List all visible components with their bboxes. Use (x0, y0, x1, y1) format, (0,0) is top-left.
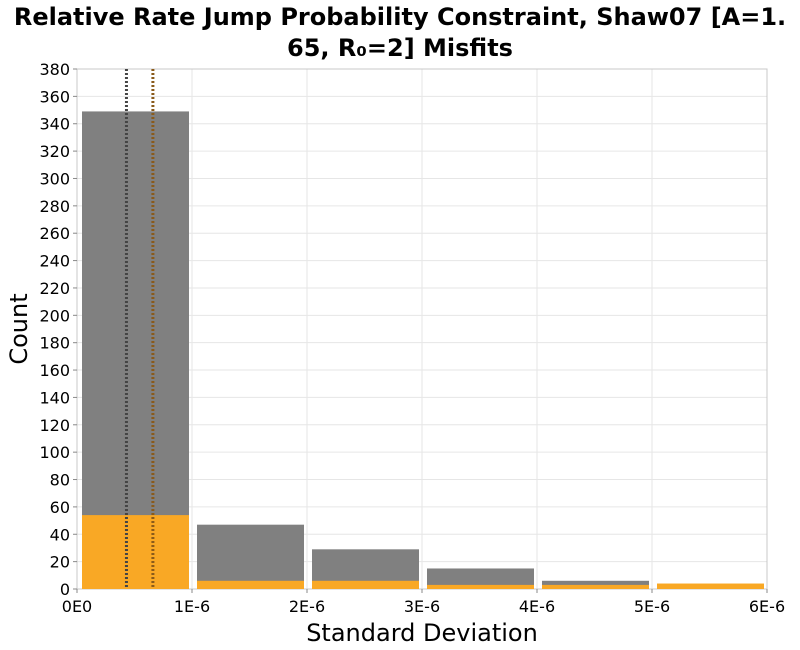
y-axis-ticks: 0 20 40 60 80 100 120 140 160 180 200 220 240 260 280 3… (39, 60, 77, 599)
bar-all-1 (197, 524, 304, 589)
bar-subset-2 (312, 580, 419, 589)
bar-all-0 (82, 111, 189, 589)
bars (82, 111, 764, 589)
x-tick-label-4: 4E-6 (519, 597, 555, 616)
y-tick-label-5: 100 (39, 443, 70, 462)
y-tick-label-9: 180 (39, 334, 70, 353)
y-tick-label-1: 20 (50, 553, 70, 572)
x-tick-label-5: 5E-6 (634, 597, 670, 616)
x-tick-label-1: 1E-6 (174, 597, 210, 616)
y-tick-label-12: 240 (39, 252, 70, 271)
chart-title: Relative Rate Jump Probability Constrain… (0, 2, 800, 64)
y-tick-label-14: 280 (39, 197, 70, 216)
bar-subset-5 (657, 583, 764, 589)
y-tick-label-16: 320 (39, 142, 70, 161)
y-tick-label-2: 40 (50, 525, 70, 544)
x-axis-label: Standard Deviation (306, 619, 538, 647)
y-tick-label-15: 300 (39, 169, 70, 188)
bar-all-3 (427, 568, 534, 589)
chart-title-line-1: Relative Rate Jump Probability Constrain… (13, 3, 787, 31)
y-tick-label-0: 0 (60, 580, 70, 599)
y-tick-label-18: 360 (39, 87, 70, 106)
bar-subset-1 (197, 580, 304, 589)
x-tick-label-6: 6E-6 (749, 597, 785, 616)
x-tick-label-2: 2E-6 (289, 597, 325, 616)
y-tick-label-10: 200 (39, 306, 70, 325)
y-tick-label-17: 340 (39, 115, 70, 134)
x-tick-label-0: 0E0 (62, 597, 92, 616)
bar-subset-3 (427, 584, 534, 589)
y-tick-label-7: 140 (39, 388, 70, 407)
y-tick-label-8: 160 (39, 361, 70, 380)
reference-lines (124, 69, 155, 589)
bar-subset-0 (82, 515, 189, 589)
y-tick-label-6: 120 (39, 416, 70, 435)
x-axis-ticks: 0E0 1E-6 2E-6 3E-6 4E-6 5E-6 6E-6 (62, 589, 785, 616)
y-tick-label-13: 260 (39, 224, 70, 243)
y-tick-label-11: 220 (39, 279, 70, 298)
chart-title-line-2: 65, R₀=2] Misfits (287, 34, 513, 62)
y-axis-label: Count (5, 293, 33, 364)
x-tick-label-3: 3E-6 (404, 597, 440, 616)
y-tick-label-3: 60 (50, 498, 70, 517)
y-tick-label-19: 380 (39, 60, 70, 79)
y-tick-label-4: 80 (50, 471, 70, 490)
grid-lines (76, 68, 768, 590)
bar-subset-4 (542, 584, 649, 589)
